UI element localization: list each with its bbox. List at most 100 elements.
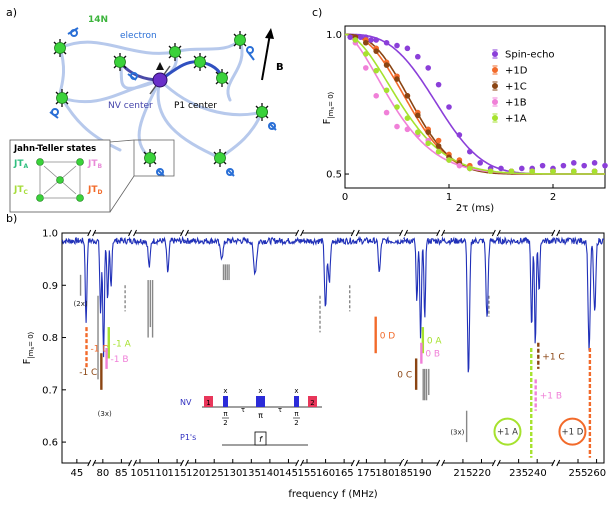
b-xtick-label: 160: [316, 468, 335, 479]
c-data-point: [446, 157, 452, 163]
pulse-tau-2: τ: [278, 406, 282, 414]
panel-b-ylabel-sub: |m: [27, 349, 35, 358]
c-legend-dot: [492, 115, 498, 121]
c-data-point: [415, 53, 421, 60]
pulse-x-2: x: [258, 387, 262, 395]
b-break-mark: [185, 229, 189, 237]
b-xtick-label: 105: [130, 468, 149, 479]
b-xtick-label: 130: [223, 468, 242, 479]
b-break-mark: [350, 229, 355, 237]
panel-b-ylabel-main: F: [22, 358, 33, 364]
c-data-point: [404, 45, 411, 52]
b-xtick-label: 85: [115, 468, 128, 479]
b-break-mark: [355, 229, 360, 237]
c-data-point: [373, 67, 380, 74]
c-data-point: [435, 137, 442, 144]
c-data-point: [352, 37, 359, 43]
jt-state-a: JTA: [13, 159, 29, 170]
panel-c-ylabel: F|ms= 0⟩: [322, 91, 336, 124]
b-break-mark: [295, 459, 300, 467]
b-annotation-label: -1 A: [113, 339, 132, 349]
c-legend-label: +1A: [505, 114, 527, 125]
c-data-point: [519, 165, 525, 172]
jt-a-main: JT: [13, 159, 24, 169]
panel-b-xlabel: frequency f (MHz): [288, 489, 377, 500]
b-break-mark: [399, 229, 403, 237]
b-break-gap: [401, 230, 406, 236]
p1-center-label: P1 center: [174, 101, 217, 111]
b-break-mark: [399, 459, 403, 467]
pulse-pi2-1: [223, 396, 228, 407]
b-xtick-label: 185: [394, 468, 413, 479]
b-break-gap: [494, 230, 499, 236]
b-break-mark: [128, 229, 132, 237]
b-break-gap: [297, 230, 302, 236]
c-data-point: [425, 65, 432, 71]
jahn-teller-inset: Jahn-Teller states JTA JTB: [9, 139, 111, 213]
b-xtick-label: 155: [297, 468, 316, 479]
b-break-mark: [404, 459, 408, 467]
b-xtick-label: 255: [568, 468, 587, 479]
b-break-mark: [556, 459, 561, 467]
jt-d-sub: D: [98, 189, 103, 196]
b-spectrum-segment: [61, 237, 93, 323]
b-annotation-label: -1 D: [91, 345, 110, 355]
b-break-gap: [182, 230, 187, 236]
pulse-nv-label: NV: [180, 398, 192, 407]
panel-b-ylabel-sub2: s: [30, 346, 36, 349]
pulse-p1-label: P1's: [180, 433, 196, 442]
c-data-point: [435, 81, 442, 88]
c-data-point: [581, 162, 587, 169]
pulse-sequence: NV P1's 1 x τ x π τ x 2 π 2 π 2 f: [180, 387, 322, 446]
c-fit-curve: [344, 33, 605, 175]
zoom-box-small: [133, 139, 175, 177]
pulse-pi: [256, 396, 265, 407]
b-spectrum-segment: [440, 236, 497, 373]
pulse-readout-block: [308, 396, 317, 407]
b-xtick-label: 80: [96, 468, 109, 479]
c-fit-curve: [345, 33, 605, 175]
c-fit-curve: [345, 33, 605, 175]
c-data-point: [435, 143, 442, 149]
b-break-mark: [436, 229, 441, 237]
b-ytick-label: 0.9: [42, 281, 58, 292]
n14-label: 14N: [88, 15, 108, 25]
b-spectrum-segment: [495, 236, 557, 344]
b-break-gap: [553, 460, 558, 466]
b-break-gap: [494, 460, 499, 466]
jt-a-sub: A: [24, 163, 29, 170]
pulse-init-block: [204, 396, 213, 407]
b-circle-label: +1 D: [562, 428, 584, 438]
c-data-point: [550, 168, 556, 175]
b-break-mark: [404, 229, 408, 237]
panel-c-label: c): [312, 6, 322, 19]
panel-b-ylabel: F|ms= 0⟩: [22, 331, 36, 364]
b-spectrum-segment: [403, 236, 442, 339]
c-data-point: [508, 168, 515, 175]
c-legend-dot: [492, 67, 498, 73]
p1-chain: [159, 60, 224, 82]
b-break-mark: [92, 459, 97, 467]
b-spectrum-segment: [555, 236, 605, 351]
b-break-gap: [182, 460, 187, 466]
b-annotation-label: 0 B: [425, 350, 440, 360]
b-annotation-label: 0 C: [397, 371, 412, 381]
b-break-gap: [130, 230, 135, 236]
n14-spin-sites: [53, 31, 269, 167]
c-data-point: [347, 34, 354, 40]
b-xtick-label: 260: [587, 468, 606, 479]
b-circle-ring: [558, 417, 587, 446]
b-xtick-label: 45: [70, 468, 83, 479]
svg-text:JTD: JTD: [87, 185, 103, 196]
electron-spin-arrows: [49, 27, 277, 177]
b-break-gap: [438, 460, 443, 466]
b-xtick-label: 110: [149, 468, 168, 479]
c-data-point: [425, 140, 432, 147]
zoom-line-top: [109, 139, 135, 143]
c-data-point: [404, 115, 411, 121]
panel-b-label: b): [6, 212, 17, 225]
c-legend-label: +1C: [505, 82, 527, 93]
b-break-mark: [350, 459, 355, 467]
pulse-f-block: [254, 431, 267, 446]
